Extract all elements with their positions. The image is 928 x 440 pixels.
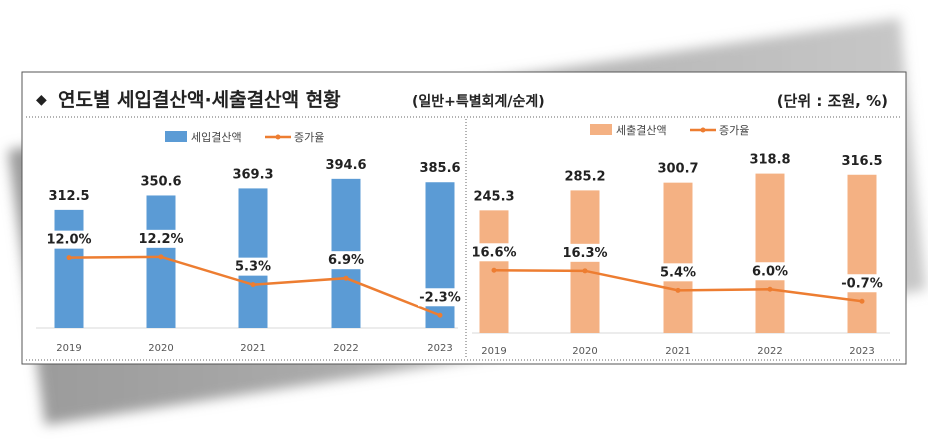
rate-point xyxy=(343,275,349,281)
x-tick-label: 2019 xyxy=(56,343,81,354)
rate-label-bg xyxy=(748,262,792,281)
rate-point xyxy=(859,298,865,304)
x-tick-label: 2021 xyxy=(665,346,690,357)
rate-point xyxy=(158,254,164,260)
rate-label-bg xyxy=(472,243,516,262)
bar xyxy=(146,195,176,328)
legend-line-marker xyxy=(700,127,706,133)
rate-label-bg xyxy=(418,288,462,307)
rate-value-label: 12.0% xyxy=(46,233,91,248)
x-tick-label: 2022 xyxy=(757,346,782,357)
bar-value-label: 318.8 xyxy=(749,153,790,168)
bar-value-label: 312.5 xyxy=(48,189,89,204)
rate-value-label: 6.0% xyxy=(752,264,788,279)
rate-value-label: -0.7% xyxy=(841,276,882,291)
rate-value-label: 5.4% xyxy=(660,265,696,280)
rate-point xyxy=(66,255,72,261)
bar-value-label: 394.6 xyxy=(325,158,366,173)
legend-bar-swatch xyxy=(590,124,612,135)
legend-line-label: 증가율 xyxy=(294,131,324,144)
rate-point xyxy=(250,282,256,288)
rate-point xyxy=(767,286,773,292)
rate-value-label: 12.2% xyxy=(138,232,183,247)
rate-point xyxy=(437,312,443,318)
x-tick-label: 2020 xyxy=(148,343,173,354)
x-tick-label: 2023 xyxy=(427,343,452,354)
rate-value-label: -2.3% xyxy=(419,290,460,305)
x-tick-label: 2019 xyxy=(481,346,506,357)
rate-label-bg xyxy=(656,263,700,282)
rate-value-label: 16.3% xyxy=(562,246,607,261)
bar-value-label: 369.3 xyxy=(232,167,273,182)
bar xyxy=(755,173,785,333)
rate-label-bg xyxy=(47,230,91,249)
legend-bar-label: 세입결산액 xyxy=(191,131,242,144)
bar-value-label: 245.3 xyxy=(473,189,514,204)
chart-panel-1: 세입결산액 증가율 312.5 2019 350.6 2020 369.3 2021 394.6… xyxy=(36,131,462,354)
unit-label: (단위 : 조원, %) xyxy=(777,92,888,110)
rate-label-bg xyxy=(563,243,607,262)
bar-value-label: 385.6 xyxy=(419,161,460,176)
rate-label-bg xyxy=(231,257,275,276)
x-tick-label: 2023 xyxy=(849,346,874,357)
bar-value-label: 316.5 xyxy=(841,154,882,169)
x-tick-label: 2021 xyxy=(240,343,265,354)
bar-value-label: 300.7 xyxy=(657,162,698,177)
legend-bar-label: 세출결산액 xyxy=(616,124,667,137)
bar xyxy=(847,174,877,333)
bar xyxy=(663,182,693,333)
rate-point xyxy=(491,267,497,273)
rate-point xyxy=(582,268,588,274)
chart-subtitle: (일반+특별회계/순계) xyxy=(412,93,545,110)
x-tick-label: 2020 xyxy=(572,346,597,357)
bar xyxy=(54,209,84,328)
chart-title: 연도별 세입결산액·세출결산액 현황 xyxy=(58,88,341,111)
title-bullet: ◆ xyxy=(36,92,47,108)
rate-point xyxy=(675,287,681,293)
rate-label-bg xyxy=(324,251,368,270)
bar-value-label: 350.6 xyxy=(140,174,181,189)
chart-panel-2: 세출결산액 증가율 245.3 2019 285.2 2020 300.7 2021 318.8… xyxy=(471,124,890,357)
legend-line-marker xyxy=(275,134,281,140)
legend-bar-swatch xyxy=(165,131,187,142)
rate-value-label: 5.3% xyxy=(235,260,271,275)
bar-value-label: 285.2 xyxy=(564,169,605,184)
rate-value-label: 16.6% xyxy=(471,245,516,260)
rate-value-label: 6.9% xyxy=(328,253,364,268)
rate-label-bg xyxy=(840,274,884,293)
x-tick-label: 2022 xyxy=(333,343,358,354)
rate-label-bg xyxy=(139,229,183,248)
legend-line-label: 증가율 xyxy=(719,124,749,137)
